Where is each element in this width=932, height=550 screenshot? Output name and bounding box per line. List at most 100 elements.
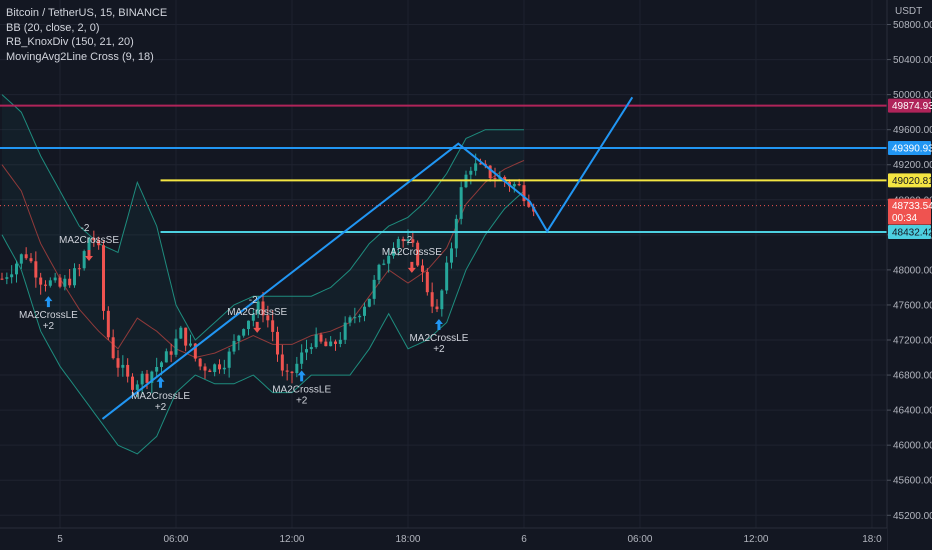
signal-label: MA2CrossSE bbox=[59, 235, 119, 246]
signal-label: MA2CrossLE bbox=[409, 333, 468, 344]
candle-body bbox=[174, 338, 178, 355]
signal-short-arrow-icon bbox=[253, 321, 262, 333]
signal-long-arrow-icon bbox=[434, 318, 443, 330]
candle-body bbox=[324, 341, 328, 347]
candle-body bbox=[474, 163, 478, 171]
candle-body bbox=[130, 376, 134, 390]
signal-label: -2 bbox=[403, 235, 412, 246]
candle-body bbox=[203, 366, 207, 371]
candle-body bbox=[522, 185, 526, 202]
candle-body bbox=[19, 254, 23, 264]
time-axis-label: 12:00 bbox=[743, 534, 768, 545]
signal-short-arrow-icon bbox=[84, 250, 93, 262]
candle-body bbox=[150, 371, 154, 383]
current-price-tag: 48733.54 bbox=[892, 201, 932, 212]
candle-body bbox=[121, 364, 125, 368]
candle-body bbox=[242, 329, 246, 336]
candle-body bbox=[198, 358, 202, 367]
candle-body bbox=[333, 341, 337, 344]
candle-body bbox=[512, 184, 516, 187]
candle-body bbox=[411, 239, 415, 243]
price-axis-label: 50800.00 bbox=[893, 20, 932, 31]
signal-label: MA2CrossLE bbox=[272, 384, 331, 395]
trend-line-drawing bbox=[101, 96, 634, 420]
signal-label: MA2CrossSE bbox=[382, 247, 442, 258]
signal-long-arrow-icon bbox=[156, 376, 165, 388]
candle-body bbox=[155, 366, 159, 372]
candle-body bbox=[527, 201, 531, 207]
candle-body bbox=[420, 265, 424, 272]
time-axis-label: 5 bbox=[57, 534, 63, 545]
candle-body bbox=[300, 352, 304, 364]
candle-body bbox=[478, 163, 482, 165]
candle-body bbox=[222, 367, 226, 370]
candle-body bbox=[48, 280, 52, 286]
candle-body bbox=[164, 351, 168, 363]
level-price-tag: 49874.93 bbox=[892, 101, 932, 112]
candle-body bbox=[440, 290, 444, 310]
candle-body bbox=[454, 218, 458, 249]
price-axis-label: 45600.00 bbox=[893, 476, 932, 487]
candle-body bbox=[188, 343, 192, 346]
candle-body bbox=[372, 279, 376, 299]
candle-body bbox=[217, 364, 221, 370]
signal-label: MA2CrossSE bbox=[227, 307, 287, 318]
candle-body bbox=[338, 339, 342, 344]
candle-body bbox=[353, 317, 357, 319]
candle-body bbox=[208, 370, 212, 373]
level-price-tag-bg bbox=[888, 141, 931, 155]
candle-body bbox=[126, 364, 130, 377]
signal-label: MA2CrossLE bbox=[19, 310, 78, 321]
candle-body bbox=[193, 343, 197, 359]
symbol-title[interactable]: Bitcoin / TetherUS, 15, BINANCE bbox=[6, 7, 168, 19]
candle-body bbox=[58, 277, 62, 287]
price-axis-label: 46000.00 bbox=[893, 441, 932, 452]
candle-body bbox=[348, 317, 352, 323]
bb-indicator-label[interactable]: BB (20, close, 2, 0) bbox=[6, 21, 100, 34]
time-axis-label: 18:0 bbox=[862, 534, 882, 545]
candle-body bbox=[77, 268, 81, 270]
candle-body bbox=[10, 274, 14, 278]
candle-body bbox=[227, 351, 231, 368]
price-axis-label: 48000.00 bbox=[893, 265, 932, 276]
signal-label: +2 bbox=[433, 344, 445, 355]
candle-body bbox=[251, 313, 255, 321]
candle-body bbox=[232, 340, 236, 352]
candle-body bbox=[377, 264, 381, 280]
candle-body bbox=[358, 315, 362, 318]
time-axis-label: 06:00 bbox=[163, 534, 188, 545]
time-axis-label: 12:00 bbox=[279, 534, 304, 545]
price-axis-label: 47200.00 bbox=[893, 336, 932, 347]
candle-body bbox=[256, 301, 260, 314]
candle-body bbox=[488, 165, 492, 179]
candle-body bbox=[319, 334, 323, 342]
candle-body bbox=[34, 261, 38, 278]
price-axis-label: 49600.00 bbox=[893, 125, 932, 136]
candle-body bbox=[406, 239, 410, 242]
candle-body bbox=[435, 306, 439, 310]
candle-body bbox=[39, 277, 43, 285]
candle-body bbox=[44, 284, 48, 286]
candle-body bbox=[343, 322, 347, 340]
knoxdiv-indicator-label[interactable]: RB_KnoxDiv (150, 21, 20) bbox=[6, 36, 134, 48]
signal-label: MA2CrossLE bbox=[131, 391, 190, 402]
candle-body bbox=[295, 363, 299, 374]
strategy-signal: MA2CrossLE+2 bbox=[131, 376, 190, 413]
currency-label[interactable]: USDT bbox=[895, 6, 922, 17]
candle-body bbox=[29, 258, 33, 262]
bar-countdown: 00:34 bbox=[892, 213, 917, 224]
candle-body bbox=[459, 187, 463, 219]
candle-body bbox=[145, 373, 149, 383]
candle-body bbox=[179, 327, 183, 339]
candle-body bbox=[53, 277, 57, 281]
level-price-tag: 49390.93 bbox=[892, 144, 932, 155]
candle-body bbox=[445, 262, 449, 291]
ma-cross-indicator-label[interactable]: MovingAvg2Line Cross (9, 18) bbox=[6, 50, 154, 63]
candle-body bbox=[169, 351, 173, 355]
candle-body bbox=[140, 373, 144, 385]
candle-body bbox=[82, 251, 86, 269]
candle-body bbox=[237, 335, 241, 341]
candle-body bbox=[87, 237, 91, 252]
